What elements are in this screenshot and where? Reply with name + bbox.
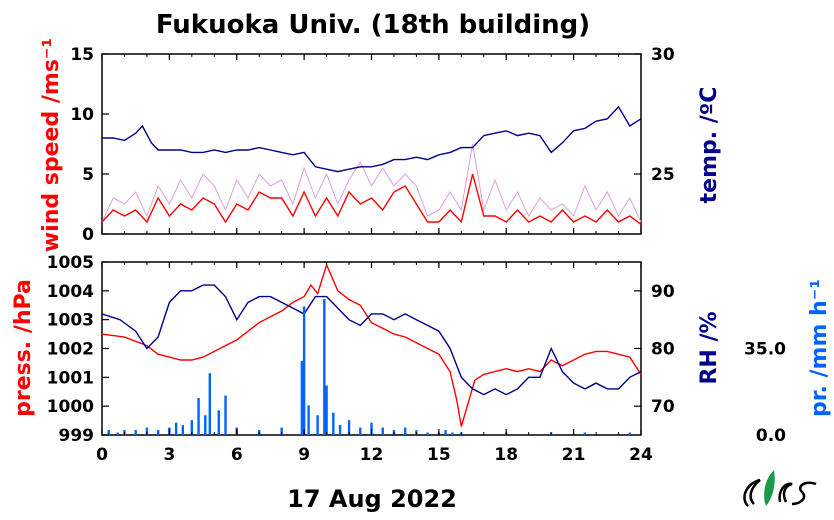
precip-bar xyxy=(302,306,306,435)
precip-bar xyxy=(316,415,319,435)
precip-tick-label: 0.0 xyxy=(756,426,786,446)
precip-bar xyxy=(347,420,351,435)
series-line-left xyxy=(101,143,642,223)
precip-bar xyxy=(323,299,326,435)
top-ticks-group: 0 5 10 15 25 30 xyxy=(70,45,675,245)
left-tick-label: 1005 xyxy=(47,253,94,273)
right-tick-label: 90 xyxy=(651,282,675,302)
precip-bar xyxy=(583,432,587,435)
series-line-left xyxy=(101,262,642,427)
precip-bar xyxy=(145,427,149,435)
precip-bar xyxy=(444,430,447,435)
left-tick-label: 15 xyxy=(70,45,94,65)
series-line-right xyxy=(101,284,642,396)
precip-bar xyxy=(190,420,194,435)
x-tick-label: 21 xyxy=(562,445,586,465)
precip-bar xyxy=(224,395,227,435)
right-tick-label: 80 xyxy=(651,340,675,360)
series-line-left xyxy=(101,173,642,225)
left-tick-label: 10 xyxy=(70,105,94,125)
x-tick-label: 0 xyxy=(96,445,108,465)
precip-bar xyxy=(332,412,335,435)
bottom-series-group xyxy=(101,262,642,435)
precip-bar xyxy=(451,432,454,435)
right-tick-label: 70 xyxy=(651,397,675,417)
x-tick-label: 24 xyxy=(629,445,653,465)
top-series-group xyxy=(101,105,642,225)
precip-bar xyxy=(325,385,328,435)
logo-icon xyxy=(743,470,817,507)
left-tick-label: 1000 xyxy=(47,397,94,417)
temp-axis-label: temp. /ºC xyxy=(697,87,722,204)
series-line-right xyxy=(102,105,642,173)
precip-bar xyxy=(217,410,220,435)
precip-bar xyxy=(307,405,310,435)
bottom-panel: 0 3 6 9 12 15 18 21 24 999 1000 1001 1002 1003 1004 100… xyxy=(11,253,832,465)
chart-title: Fukuoka Univ. (18th building) xyxy=(156,10,590,40)
left-tick-label: 1001 xyxy=(47,368,94,388)
precip-bar xyxy=(403,427,407,435)
x-tick-label: 15 xyxy=(427,445,451,465)
precip-bar xyxy=(156,430,160,435)
precip-bar xyxy=(300,360,304,435)
left-tick-label: 1003 xyxy=(47,311,94,331)
right-tick-label: 25 xyxy=(651,165,675,185)
precip-tick-label: 35.0 xyxy=(744,340,786,360)
left-tick-label: 999 xyxy=(59,426,95,446)
precip-bar xyxy=(107,430,110,435)
bottom-ticks-group: 0 3 6 9 12 15 18 21 24 999 1000 1001 1002 1003 1004 100… xyxy=(47,253,786,465)
right-tick-label: 30 xyxy=(651,45,675,65)
precip-bar xyxy=(204,415,207,435)
precip-bar xyxy=(197,397,200,435)
x-tick-label: 9 xyxy=(298,445,310,465)
pressure-axis-label: press. /hPa xyxy=(11,279,36,417)
precip-bar xyxy=(370,422,373,435)
left-tick-label: 1002 xyxy=(47,340,94,360)
x-tick-label: 3 xyxy=(163,445,175,465)
x-tick-label: 6 xyxy=(231,445,243,465)
precip-bar xyxy=(338,425,342,435)
top-panel: 0 5 10 15 25 30 wind speed /ms⁻¹ temp. /ºC xyxy=(39,38,722,252)
date-label: 17 Aug 2022 xyxy=(287,485,457,513)
precip-bar xyxy=(280,427,283,435)
precip-bar xyxy=(381,427,384,435)
precip-axis-label: pr. /mm h⁻¹ xyxy=(807,279,832,417)
precip-bar xyxy=(181,425,185,435)
precip-bar xyxy=(116,432,119,435)
left-tick-label: 1004 xyxy=(47,282,94,302)
x-tick-label: 12 xyxy=(360,445,384,465)
precip-bar xyxy=(134,430,137,435)
x-tick-label: 18 xyxy=(494,445,518,465)
precip-bar xyxy=(628,432,631,435)
rh-axis-label: RH /% xyxy=(697,311,722,384)
precip-bar xyxy=(359,427,362,435)
precip-bar xyxy=(174,422,178,435)
left-tick-label: 5 xyxy=(82,165,94,185)
precip-bar xyxy=(426,432,429,435)
bottom-plot-frame xyxy=(101,261,642,436)
wind-axis-label: wind speed /ms⁻¹ xyxy=(39,38,64,252)
precip-bar xyxy=(208,373,211,435)
left-tick-label: 0 xyxy=(82,225,94,245)
